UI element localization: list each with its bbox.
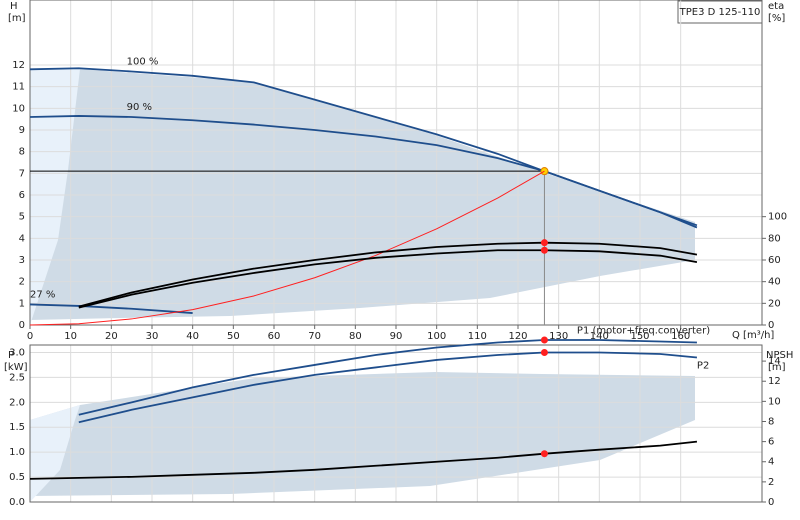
- y2-tick-label: 100: [768, 212, 787, 223]
- series-label: 90 %: [127, 102, 152, 113]
- series-line: [29, 115, 698, 229]
- y-tick-label: 7: [19, 168, 25, 179]
- x-tick-label: 90: [390, 331, 403, 342]
- x-tick-label: 40: [186, 331, 199, 342]
- y-tick-label: 1: [19, 298, 25, 309]
- series-label: P1 (motor+freq.converter): [577, 326, 710, 337]
- y-label: H: [10, 1, 18, 12]
- y-tick-label: 1.5: [9, 422, 25, 433]
- y-tick-label: 0.5: [9, 472, 25, 483]
- shading: [30, 69, 695, 502]
- plot-frame: [29, 0, 763, 326]
- y2-tick-label: 4: [768, 457, 774, 468]
- y-tick-label: 2: [19, 277, 25, 288]
- duty-point: [540, 239, 548, 247]
- series-line: [78, 249, 698, 309]
- y-unit: [kW]: [4, 362, 28, 373]
- y2-label: NPSH: [766, 350, 793, 361]
- y2-unit: [m]: [768, 362, 786, 373]
- series-line: [29, 303, 193, 314]
- y-tick-label: 12: [12, 60, 25, 71]
- y2-unit: [%]: [768, 13, 785, 24]
- y2-label: eta: [768, 1, 784, 12]
- x-tick-label: 120: [508, 331, 527, 342]
- y-tick-label: 0.0: [9, 497, 25, 508]
- x-tick-label: 80: [349, 331, 362, 342]
- x-tick-label: 160: [671, 331, 690, 342]
- x-tick-label: 60: [268, 331, 281, 342]
- series-line: [29, 440, 698, 480]
- y2-tick-label: 8: [768, 416, 774, 427]
- x-tick-label: 30: [146, 331, 159, 342]
- y2-tick-label: 12: [768, 376, 781, 387]
- x-tick-label: 70: [308, 331, 321, 342]
- y2-tick-label: 40: [768, 277, 781, 288]
- duty-point: [540, 246, 548, 254]
- y2-tick-label: 0: [768, 497, 774, 508]
- x-tick-label: 110: [468, 331, 487, 342]
- series-label: 27 %: [30, 289, 55, 300]
- y2-tick-label: 14: [768, 356, 781, 367]
- y-tick-label: 8: [19, 147, 25, 158]
- y-tick-label: 6: [19, 190, 25, 201]
- x-tick-label: 20: [105, 331, 118, 342]
- x-tick-label: 10: [64, 331, 77, 342]
- y-tick-label: 4: [19, 233, 25, 244]
- series-label: P2: [697, 360, 709, 371]
- x-tick-label: 100: [427, 331, 446, 342]
- y-tick-label: 0: [19, 320, 25, 331]
- duty-point: [540, 336, 548, 344]
- y2-tick-label: 2: [768, 477, 774, 488]
- power-area: [30, 372, 695, 496]
- y2-tick-label: 80: [768, 233, 781, 244]
- series-line: [78, 351, 698, 424]
- y-label: P: [8, 350, 14, 361]
- series-line: [78, 339, 697, 416]
- plot-frame: [29, 344, 763, 503]
- x-label: Q [m³/h]: [732, 330, 774, 341]
- chart-title: TPE3 D 125-110: [679, 7, 761, 18]
- y-tick-label: 5: [19, 212, 25, 223]
- y-tick-label: 10: [12, 103, 25, 114]
- x-tick-label: 150: [630, 331, 649, 342]
- y2-tick-label: 0: [768, 320, 774, 331]
- y-tick-label: 2.0: [9, 397, 25, 408]
- y-tick-label: 1.0: [9, 447, 25, 458]
- y-tick-label: 2.5: [9, 372, 25, 383]
- y2-tick-label: 20: [768, 298, 781, 309]
- y2-tick-label: 6: [768, 437, 774, 448]
- y-tick-label: 9: [19, 125, 25, 136]
- extended-area: [30, 69, 80, 325]
- series-label: 100 %: [127, 57, 159, 68]
- y-tick-label: 11: [12, 82, 25, 93]
- duty-point: [540, 450, 548, 458]
- x-tick-label: 140: [590, 331, 609, 342]
- x-tick-label: 0: [27, 331, 33, 342]
- y-tick-label: 3.0: [9, 347, 25, 358]
- y-unit: [m]: [8, 13, 26, 24]
- x-tick-label: 50: [227, 331, 240, 342]
- x-tick-label: 130: [549, 331, 568, 342]
- series-line: [78, 241, 698, 308]
- y2-tick-label: 60: [768, 255, 781, 266]
- duty-point: [540, 348, 548, 356]
- y-tick-label: 3: [19, 255, 25, 266]
- series-line: [29, 170, 545, 326]
- y2-tick-label: 10: [768, 396, 781, 407]
